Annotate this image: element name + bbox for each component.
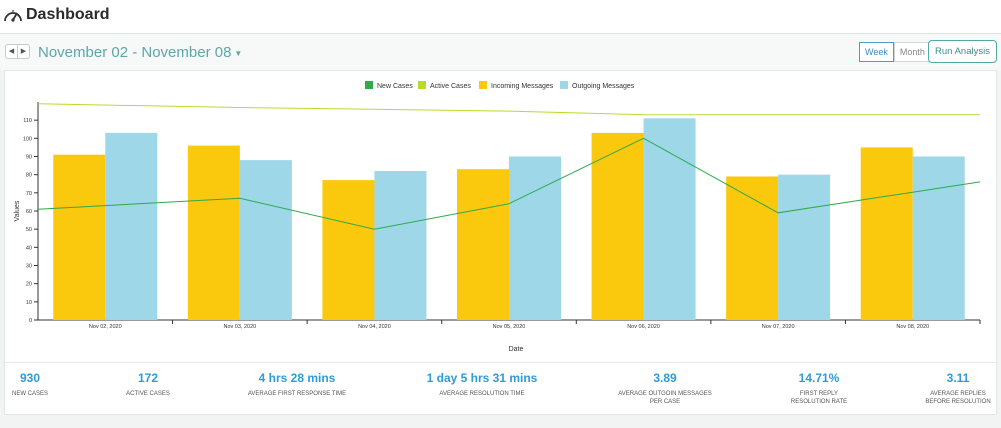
y-tick-label: 30 bbox=[26, 264, 32, 270]
y-tick-label: 110 bbox=[23, 118, 32, 124]
bar-incoming-messages bbox=[53, 154, 106, 320]
stat-value: 930 bbox=[19, 371, 41, 385]
bar-incoming-messages bbox=[457, 169, 509, 320]
bar-incoming-messages bbox=[726, 176, 779, 320]
y-tick-label: 50 bbox=[26, 227, 32, 233]
stat-label: AVERAGE FIRST RESPONSE TIME bbox=[247, 391, 347, 397]
next-week-button[interactable]: ▶ bbox=[20, 48, 27, 55]
x-tick-label: Nov 05, 2020 bbox=[493, 324, 526, 330]
stat-replies-before-resolution: 3.11 AVERAGE REPLIES BEFORE RESOLUTION bbox=[925, 371, 990, 406]
bar-incoming-messages bbox=[860, 147, 913, 320]
stat-resolution-time: 1 day 5 hrs 31 mins AVERAGE RESOLUTION T… bbox=[427, 371, 538, 398]
date-range-label: November 02 - November 08 bbox=[38, 44, 232, 61]
x-tick-label: Nov 07, 2020 bbox=[762, 324, 795, 330]
bar-outgoing-messages bbox=[239, 160, 292, 320]
bar-incoming-messages bbox=[187, 145, 240, 320]
y-tick-label: 20 bbox=[26, 282, 32, 288]
bar-outgoing-messages bbox=[374, 171, 427, 320]
stat-value: 14.71% bbox=[798, 371, 840, 385]
legend-label: Outgoing Messages bbox=[572, 83, 635, 90]
stat-value: 3.89 bbox=[653, 371, 677, 385]
toolbar: ◀ ▶ November 02 - November 08 ▼ Week Mont… bbox=[0, 34, 1001, 70]
y-tick-label: 0 bbox=[29, 318, 32, 324]
y-tick-label: 80 bbox=[26, 173, 32, 179]
stat-label: FIRST REPLY RESOLUTION RATE bbox=[790, 391, 848, 405]
stat-label: AVERAGE REPLIES BEFORE RESOLUTION bbox=[925, 391, 991, 405]
legend-swatch bbox=[418, 81, 426, 89]
bar-outgoing-messages bbox=[509, 156, 561, 320]
stat-label: ACTIVE CASES bbox=[126, 391, 170, 397]
stats-bar: 930 NEW CASES 172 ACTIVE CASES 4 hrs 28 … bbox=[5, 362, 998, 416]
bar-incoming-messages bbox=[322, 180, 375, 320]
stat-first-response: 4 hrs 28 mins AVERAGE FIRST RESPONSE TIM… bbox=[248, 371, 346, 398]
legend-label: New Cases bbox=[377, 83, 413, 90]
y-tick-label: 100 bbox=[23, 136, 32, 142]
y-axis-label: Values bbox=[14, 200, 21, 221]
legend-label: Active Cases bbox=[430, 83, 471, 90]
line-new-cases bbox=[37, 137, 981, 230]
stat-value: 4 hrs 28 mins bbox=[258, 371, 336, 385]
stat-outgoing-per-case: 3.89 AVERAGE OUTGOIN MESSAGES PER CASE bbox=[618, 371, 712, 406]
run-analysis-button[interactable]: Run Analysis bbox=[928, 40, 997, 63]
bar-outgoing-messages bbox=[105, 132, 158, 320]
line-active-cases bbox=[37, 103, 980, 116]
speedometer-icon bbox=[4, 10, 22, 22]
stat-label: AVERAGE RESOLUTION TIME bbox=[439, 391, 525, 397]
stat-label: NEW CASES bbox=[11, 391, 49, 397]
stat-active-cases: 172 ACTIVE CASES bbox=[126, 371, 170, 398]
stat-value: 172 bbox=[137, 371, 159, 385]
stat-value: 1 day 5 hrs 31 mins bbox=[426, 371, 538, 385]
prev-week-button[interactable]: ◀ bbox=[6, 45, 18, 58]
legend-label: Incoming Messages bbox=[491, 83, 554, 90]
y-tick-label: 40 bbox=[26, 245, 32, 251]
stat-label: AVERAGE OUTGOIN MESSAGES PER CASE bbox=[618, 391, 712, 405]
legend-swatch bbox=[365, 81, 373, 89]
page-title: Dashboard bbox=[26, 6, 110, 23]
bar-incoming-messages bbox=[591, 132, 644, 320]
y-tick-label: 60 bbox=[26, 209, 32, 215]
bar-outgoing-messages bbox=[643, 118, 696, 320]
stat-new-cases: 930 NEW CASES bbox=[12, 371, 48, 398]
y-tick-label: 10 bbox=[26, 300, 32, 306]
week-toggle-button[interactable]: Week bbox=[859, 42, 894, 62]
dashboard-panel: 0 10 20 30 40 50 60 70 80 90 100 110 Nov 02, 2020 Nov… bbox=[4, 70, 998, 416]
x-tick-label: Nov 02, 2020 bbox=[89, 324, 122, 330]
y-tick-label: 70 bbox=[26, 191, 32, 197]
stat-value: 3.11 bbox=[946, 371, 970, 385]
legend-swatch bbox=[479, 81, 487, 89]
caret-down-icon: ▼ bbox=[234, 48, 243, 58]
bar-outgoing-messages bbox=[912, 156, 965, 320]
x-tick-label: Nov 03, 2020 bbox=[223, 324, 256, 330]
date-range-dropdown[interactable]: November 02 - November 08 ▼ bbox=[38, 44, 242, 61]
date-nav: ◀ ▶ bbox=[5, 44, 30, 59]
cases-messages-chart: 0 10 20 30 40 50 60 70 80 90 100 110 Nov 02, 2020 Nov… bbox=[14, 81, 981, 353]
month-toggle-button[interactable]: Month bbox=[893, 42, 931, 62]
bar-outgoing-messages bbox=[778, 174, 831, 320]
period-toggle: Week Month bbox=[859, 42, 931, 62]
page-header: Dashboard bbox=[0, 0, 1001, 34]
legend-swatch bbox=[560, 81, 568, 89]
x-tick-label: Nov 04, 2020 bbox=[358, 324, 391, 330]
x-tick-label: Nov 08, 2020 bbox=[896, 324, 929, 330]
y-tick-label: 90 bbox=[26, 155, 32, 161]
x-axis-label: Date bbox=[509, 346, 524, 353]
x-tick-label: Nov 06, 2020 bbox=[627, 324, 660, 330]
stat-first-reply-rate: 14.71% FIRST REPLY RESOLUTION RATE bbox=[791, 371, 847, 406]
